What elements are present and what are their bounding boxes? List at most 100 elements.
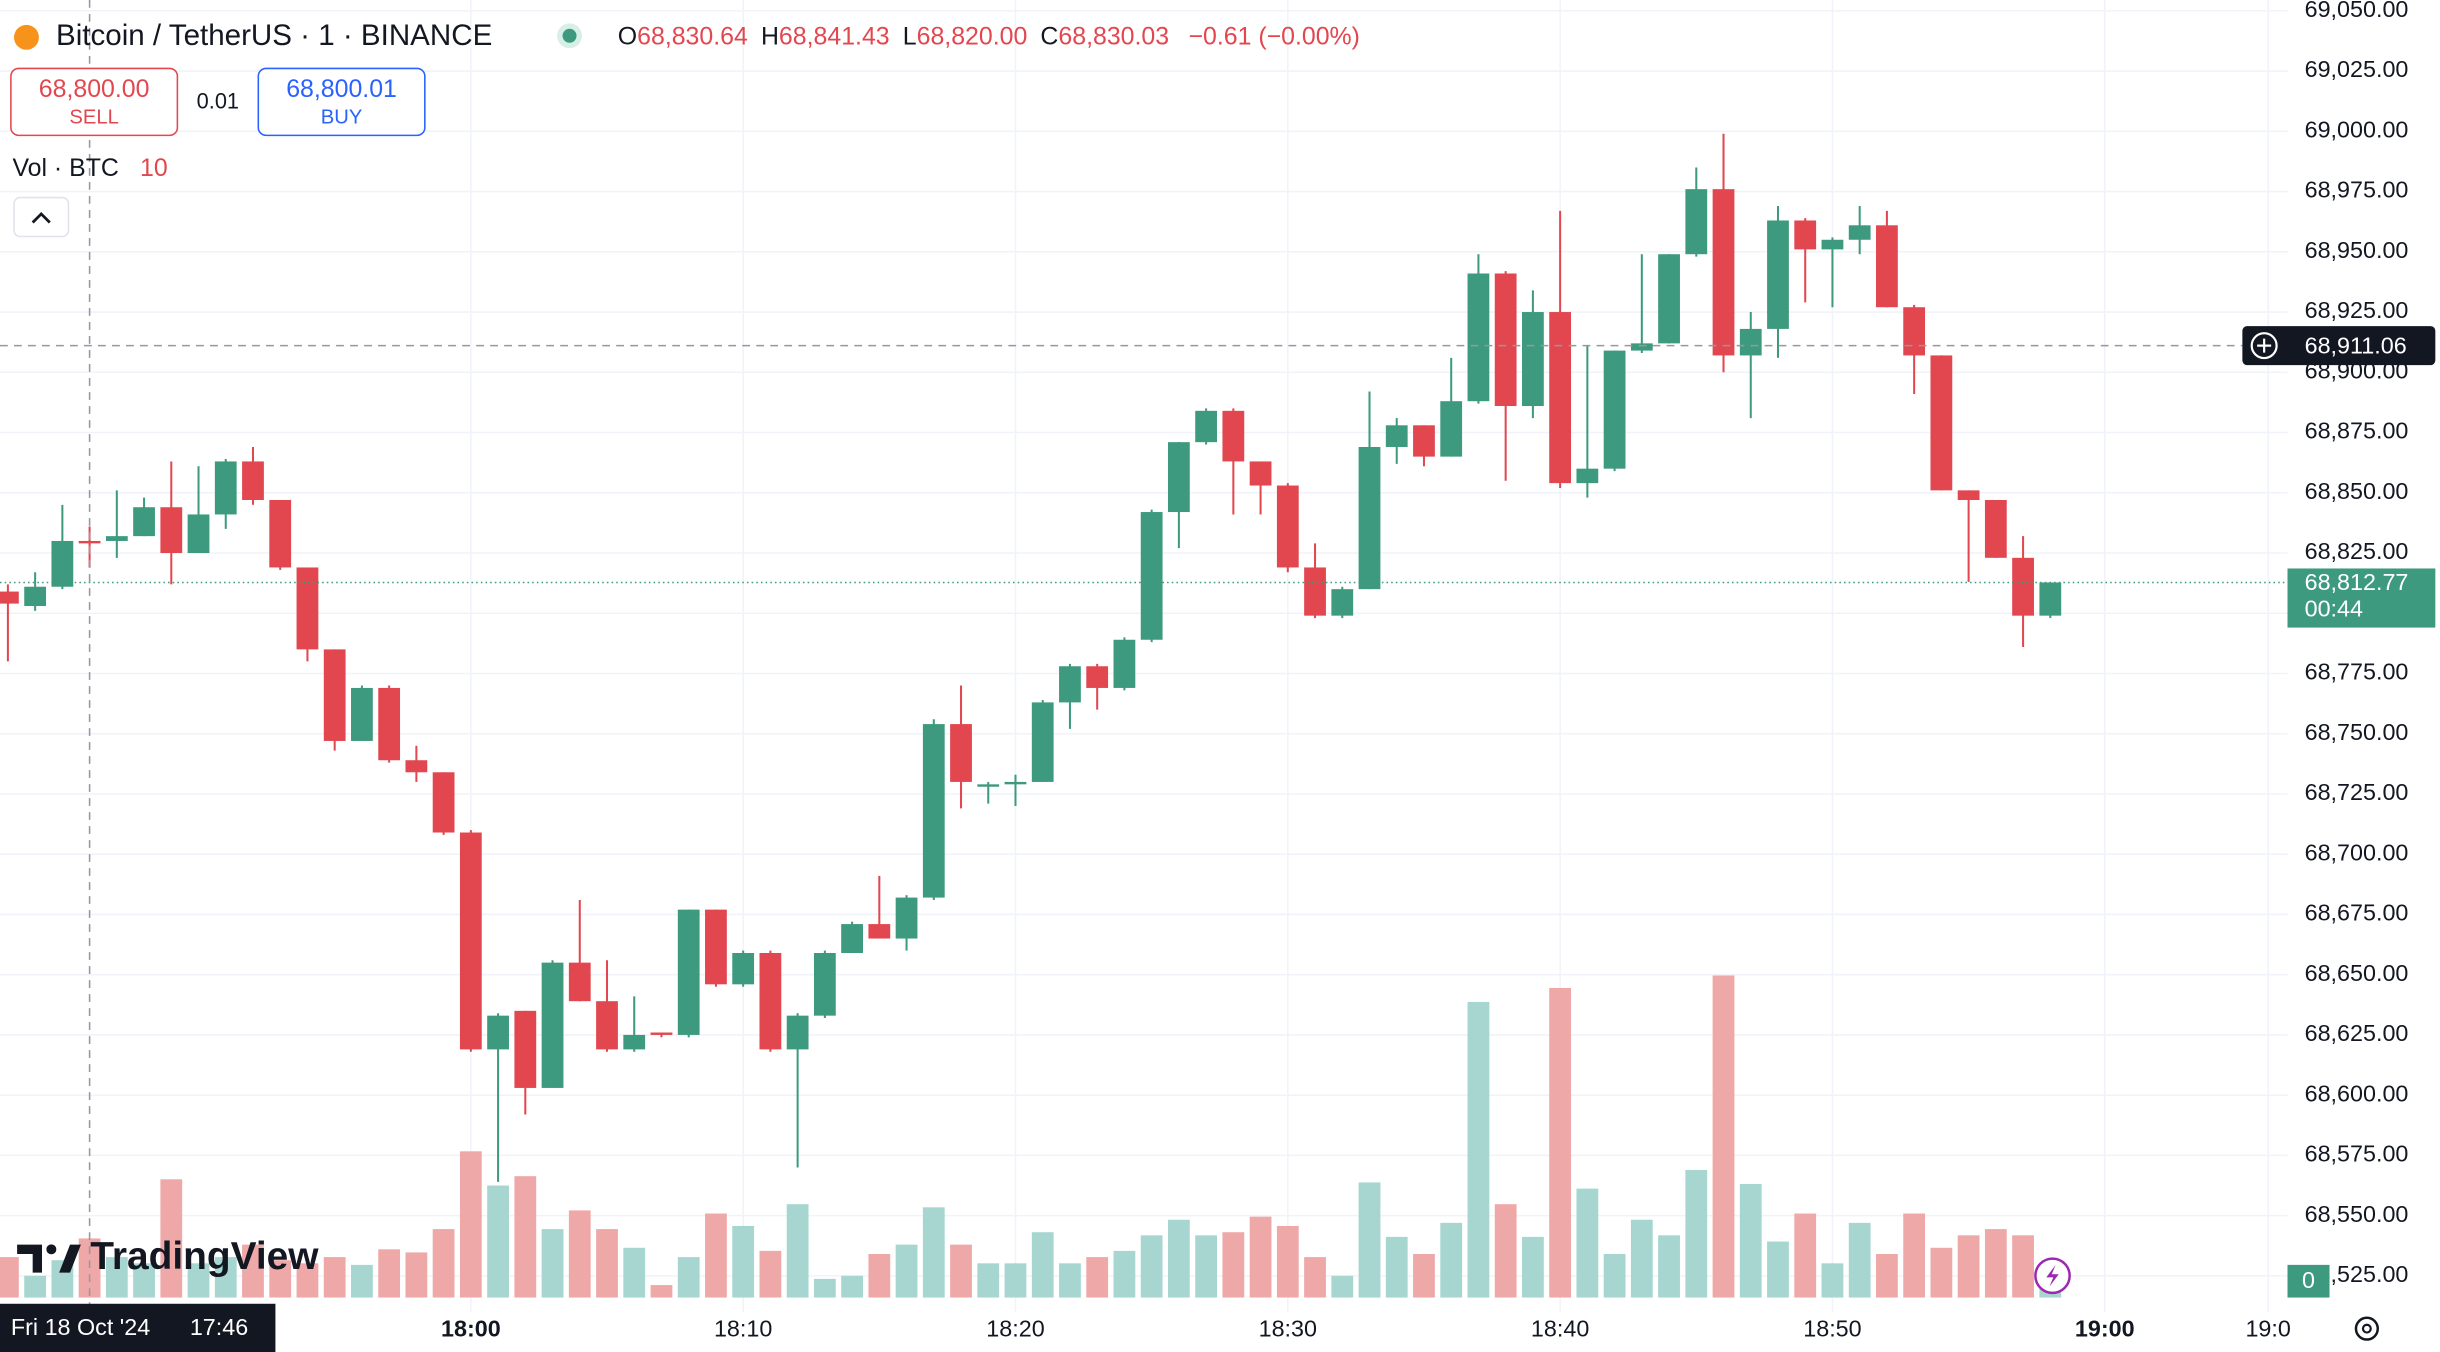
collapse-button[interactable]: [13, 196, 70, 238]
overlay: Bitcoin / TetherUS · 1 · BINANCE O68,830…: [10, 19, 2379, 1341]
candle-body: [841, 924, 863, 953]
candle-body: [1603, 350, 1626, 469]
candle-body: [1113, 639, 1136, 688]
crosshair-price-label: 68,911.06: [2305, 332, 2407, 358]
y-tick-label: 68,925.00: [2305, 297, 2409, 323]
ohlc-key: C: [1040, 22, 1058, 50]
candle-body: [24, 586, 47, 607]
lightning-button[interactable]: [2034, 1257, 2071, 1295]
candle-body: [1685, 189, 1708, 255]
x-tick-label: 18:40: [1531, 1315, 1589, 1341]
volume-bar: [459, 1151, 482, 1298]
volume-bar: [1794, 1213, 1817, 1298]
candle-body: [1358, 446, 1381, 590]
y-tick-label: 68,975.00: [2305, 177, 2409, 203]
volume-bar: [378, 1249, 401, 1298]
candle-body: [1712, 189, 1735, 356]
candle-body: [269, 499, 292, 568]
volume-bar: [242, 1244, 264, 1298]
logo-text: TradingView: [90, 1235, 319, 1278]
buy-label: BUY: [321, 107, 363, 129]
volume-bar: [568, 1210, 591, 1298]
volume-bar: [1685, 1169, 1708, 1298]
collapse-box: [13, 196, 70, 238]
volume-bar: [786, 1204, 809, 1298]
volume-bar: [1004, 1263, 1027, 1298]
y-tick-label: 68,650.00: [2305, 960, 2409, 986]
candle-body: [378, 687, 401, 761]
candle-body: [1576, 468, 1599, 484]
volume-bar: [1903, 1213, 1926, 1298]
candle-body: [1004, 781, 1027, 785]
candle-body: [1821, 239, 1844, 250]
volume-bar: [1549, 987, 1572, 1298]
x-tick-label: 19:00: [2075, 1315, 2135, 1341]
change: −0.61 (−0.00%): [1188, 22, 1360, 50]
settings-icon: [2361, 1323, 2372, 1334]
candle-body: [1086, 666, 1109, 688]
lightning-icon: [2046, 1264, 2059, 1287]
candle-body: [187, 514, 210, 554]
ohlc-value: 68,820.00: [917, 22, 1028, 50]
volume-bar: [1739, 1183, 1762, 1298]
volume-bar: [1984, 1229, 2007, 1298]
volume-legend: Vol · BTC: [12, 154, 118, 182]
volume-bar: [950, 1244, 972, 1298]
sell-label: SELL: [69, 107, 118, 129]
candle-body: [1984, 499, 2007, 558]
volume-bar: [977, 1263, 1000, 1298]
ohlc-value: 68,830.03: [1058, 22, 1169, 50]
volume-bar: [1630, 1219, 1653, 1298]
volume-bar: [1821, 1263, 1844, 1298]
volume-bar: [677, 1257, 700, 1298]
candle-body: [705, 909, 727, 985]
candle-body: [1467, 273, 1490, 402]
volume-bar: [2012, 1235, 2034, 1298]
coin-icon: [14, 24, 39, 50]
candle-body: [1739, 328, 1762, 356]
settings-button[interactable]: [2354, 1316, 2379, 1341]
status-dot: [562, 28, 577, 43]
volume-bar: [841, 1275, 863, 1298]
sell-box: [10, 67, 179, 137]
candle-body: [950, 724, 972, 782]
buy-box: [257, 67, 426, 137]
candle-body: [1903, 307, 1926, 356]
candle-body: [1522, 312, 1544, 407]
candle-body: [677, 909, 700, 1035]
candle-body: [759, 952, 782, 1050]
candle-body: [596, 1001, 618, 1050]
ohlc-key: L: [903, 22, 917, 50]
y-tick-label: 68,725.00: [2305, 779, 2409, 805]
volume-bar: [214, 1257, 237, 1298]
candle-body: [1167, 442, 1190, 513]
volume-bar: [1331, 1275, 1354, 1298]
volume-bar: [922, 1207, 945, 1298]
sell-button[interactable]: 68,800.00 SELL: [10, 67, 179, 137]
candle-body: [78, 540, 101, 544]
y-tick-label: 68,775.00: [2305, 659, 2409, 685]
x-tick-label: 18:00: [441, 1315, 501, 1341]
candle-body: [1957, 490, 1980, 500]
candle-body: [1195, 410, 1218, 443]
candle-body: [0, 591, 19, 604]
candle-body: [2039, 582, 2062, 616]
candle-body: [1794, 220, 1817, 250]
ohlc: O68,830.64 H68,841.43 L68,820.00 C68,830…: [618, 22, 1360, 50]
spread: 0.01: [197, 88, 239, 113]
candle-body: [133, 507, 155, 537]
volume-bar: [1712, 975, 1735, 1298]
logo: TradingView: [17, 1235, 319, 1278]
y-tick-label: 68,625.00: [2305, 1020, 2409, 1046]
volume-bar: [868, 1253, 891, 1298]
buy-button[interactable]: 68,800.01 BUY: [257, 67, 426, 137]
y-tick-label: 68,850.00: [2305, 478, 2409, 504]
candle-body: [623, 1034, 646, 1050]
ohlc-value: 68,830.64: [637, 22, 748, 50]
logo-mark: [46, 1244, 57, 1255]
x-tick-label: 18:30: [1259, 1315, 1317, 1341]
candle-body: [323, 649, 346, 741]
candle-body: [1440, 401, 1463, 457]
